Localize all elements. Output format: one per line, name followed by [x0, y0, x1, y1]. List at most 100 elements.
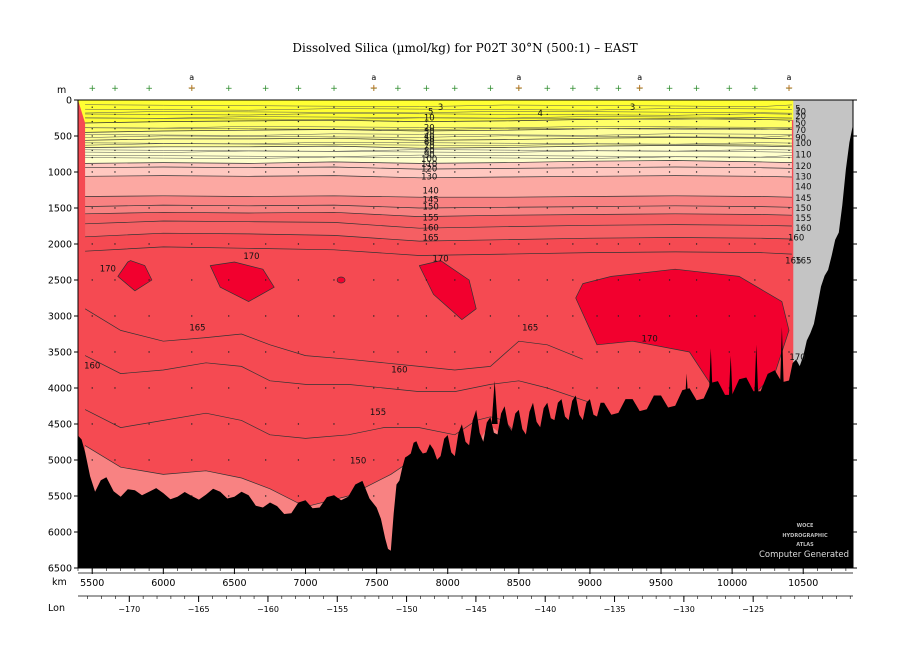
- sample-dot: [695, 135, 698, 137]
- right-edge-label: 130: [795, 172, 811, 182]
- right-edge-label: 150: [795, 204, 811, 214]
- seafloor: [78, 124, 853, 568]
- sample-dot: [788, 120, 790, 123]
- y-tick-label: 2500: [48, 276, 72, 287]
- sample-dot: [397, 387, 399, 389]
- sample-dot: [114, 171, 116, 173]
- sample-dot: [114, 315, 116, 317]
- x-tick-label: 9500: [649, 578, 673, 589]
- sample-dot: [373, 135, 375, 137]
- contour-label: 170: [100, 264, 116, 274]
- sample-dot: [148, 120, 150, 123]
- sample-dot: [728, 128, 730, 130]
- sample-dot: [265, 351, 267, 353]
- isoline-surface-extra: [85, 127, 792, 131]
- sample-dot: [617, 156, 620, 159]
- sample-dot: [596, 207, 598, 209]
- sample-dot: [297, 387, 300, 389]
- sample-dot: [333, 315, 335, 317]
- sample-dot: [333, 279, 335, 281]
- sample-dot: [191, 243, 193, 245]
- sample-dot: [518, 351, 520, 353]
- sample-dot: [373, 156, 375, 159]
- sample-dot: [297, 135, 300, 137]
- sample-dot: [228, 495, 230, 497]
- sample-dot: [191, 135, 193, 137]
- right-edge-label: 165: [795, 257, 811, 267]
- sample-dot: [373, 128, 375, 130]
- sample-dot: [91, 142, 93, 144]
- right-edge-label: 70: [795, 126, 806, 136]
- y-tick-label: 1500: [48, 204, 72, 215]
- sample-dot: [695, 164, 698, 166]
- sample-dot: [425, 149, 428, 152]
- sample-dot: [148, 423, 150, 425]
- right-edge-label: 110: [795, 151, 811, 161]
- sample-dot: [638, 149, 641, 152]
- sample-dot: [596, 135, 598, 137]
- sample-dot: [114, 142, 116, 144]
- contour-label: 140: [423, 187, 439, 197]
- lon-tick-label: −135: [604, 605, 626, 614]
- sample-dot: [265, 243, 267, 245]
- sample-dot: [788, 128, 790, 130]
- lon-tick-label: −160: [257, 605, 279, 614]
- right-edge-label: 120: [795, 162, 811, 172]
- sample-dot: [228, 279, 230, 281]
- sample-dot: [754, 142, 756, 144]
- band-120: [85, 167, 792, 178]
- sample-dot: [489, 171, 492, 173]
- sample-dot: [638, 351, 641, 353]
- sample-dot: [754, 156, 756, 159]
- sample-dot: [91, 120, 93, 123]
- max-patch-3: [575, 268, 790, 418]
- sample-dot: [489, 207, 492, 209]
- sample-dot: [333, 387, 335, 389]
- sample-dot: [397, 315, 399, 317]
- sample-dot: [425, 113, 428, 116]
- sample-dot: [546, 128, 548, 130]
- sample-dot: [425, 207, 428, 209]
- sample-dot: [297, 207, 300, 209]
- sample-dot: [546, 113, 548, 116]
- sample-dot: [297, 459, 300, 461]
- sample-dot: [265, 171, 267, 173]
- max-patch-0: [117, 260, 153, 292]
- contour-label: 165: [522, 324, 538, 334]
- sample-dot: [617, 164, 620, 166]
- contour-label: 120: [421, 164, 437, 174]
- sample-dot: [297, 351, 300, 353]
- sample-dot: [695, 128, 698, 130]
- sample-dot: [191, 315, 193, 317]
- sample-dot: [91, 149, 93, 152]
- station-cross: +: [188, 84, 196, 94]
- lon-axis-label: Lon: [48, 603, 65, 614]
- sample-dot: [265, 423, 267, 425]
- sample-dot: [572, 207, 574, 209]
- sample-dot: [265, 156, 267, 159]
- sample-dot: [333, 149, 335, 152]
- sample-dot: [114, 120, 116, 123]
- sample-dot: [617, 142, 620, 144]
- sample-dot: [228, 142, 230, 144]
- sample-dot: [596, 164, 598, 166]
- sample-dot: [148, 142, 150, 144]
- sample-dot: [518, 164, 520, 166]
- sample-dot: [546, 279, 548, 281]
- sample-dot: [695, 142, 698, 144]
- sample-dot: [333, 423, 335, 425]
- sample-dot: [373, 207, 375, 209]
- axes: 0 500 1000 1500 2000 2500 3000 3500 4000 4500 5000…: [48, 96, 857, 614]
- sample-dot: [228, 156, 230, 159]
- contour-label: 170: [789, 353, 805, 363]
- sample-dot: [454, 387, 456, 389]
- sample-dot: [489, 120, 492, 123]
- sample-dot: [638, 120, 641, 123]
- sample-dot: [572, 315, 574, 317]
- contour-label: 160: [84, 362, 100, 372]
- sample-dot: [788, 207, 790, 209]
- sample-dot: [754, 135, 756, 137]
- sample-dot: [546, 315, 548, 317]
- sample-dot: [191, 207, 193, 209]
